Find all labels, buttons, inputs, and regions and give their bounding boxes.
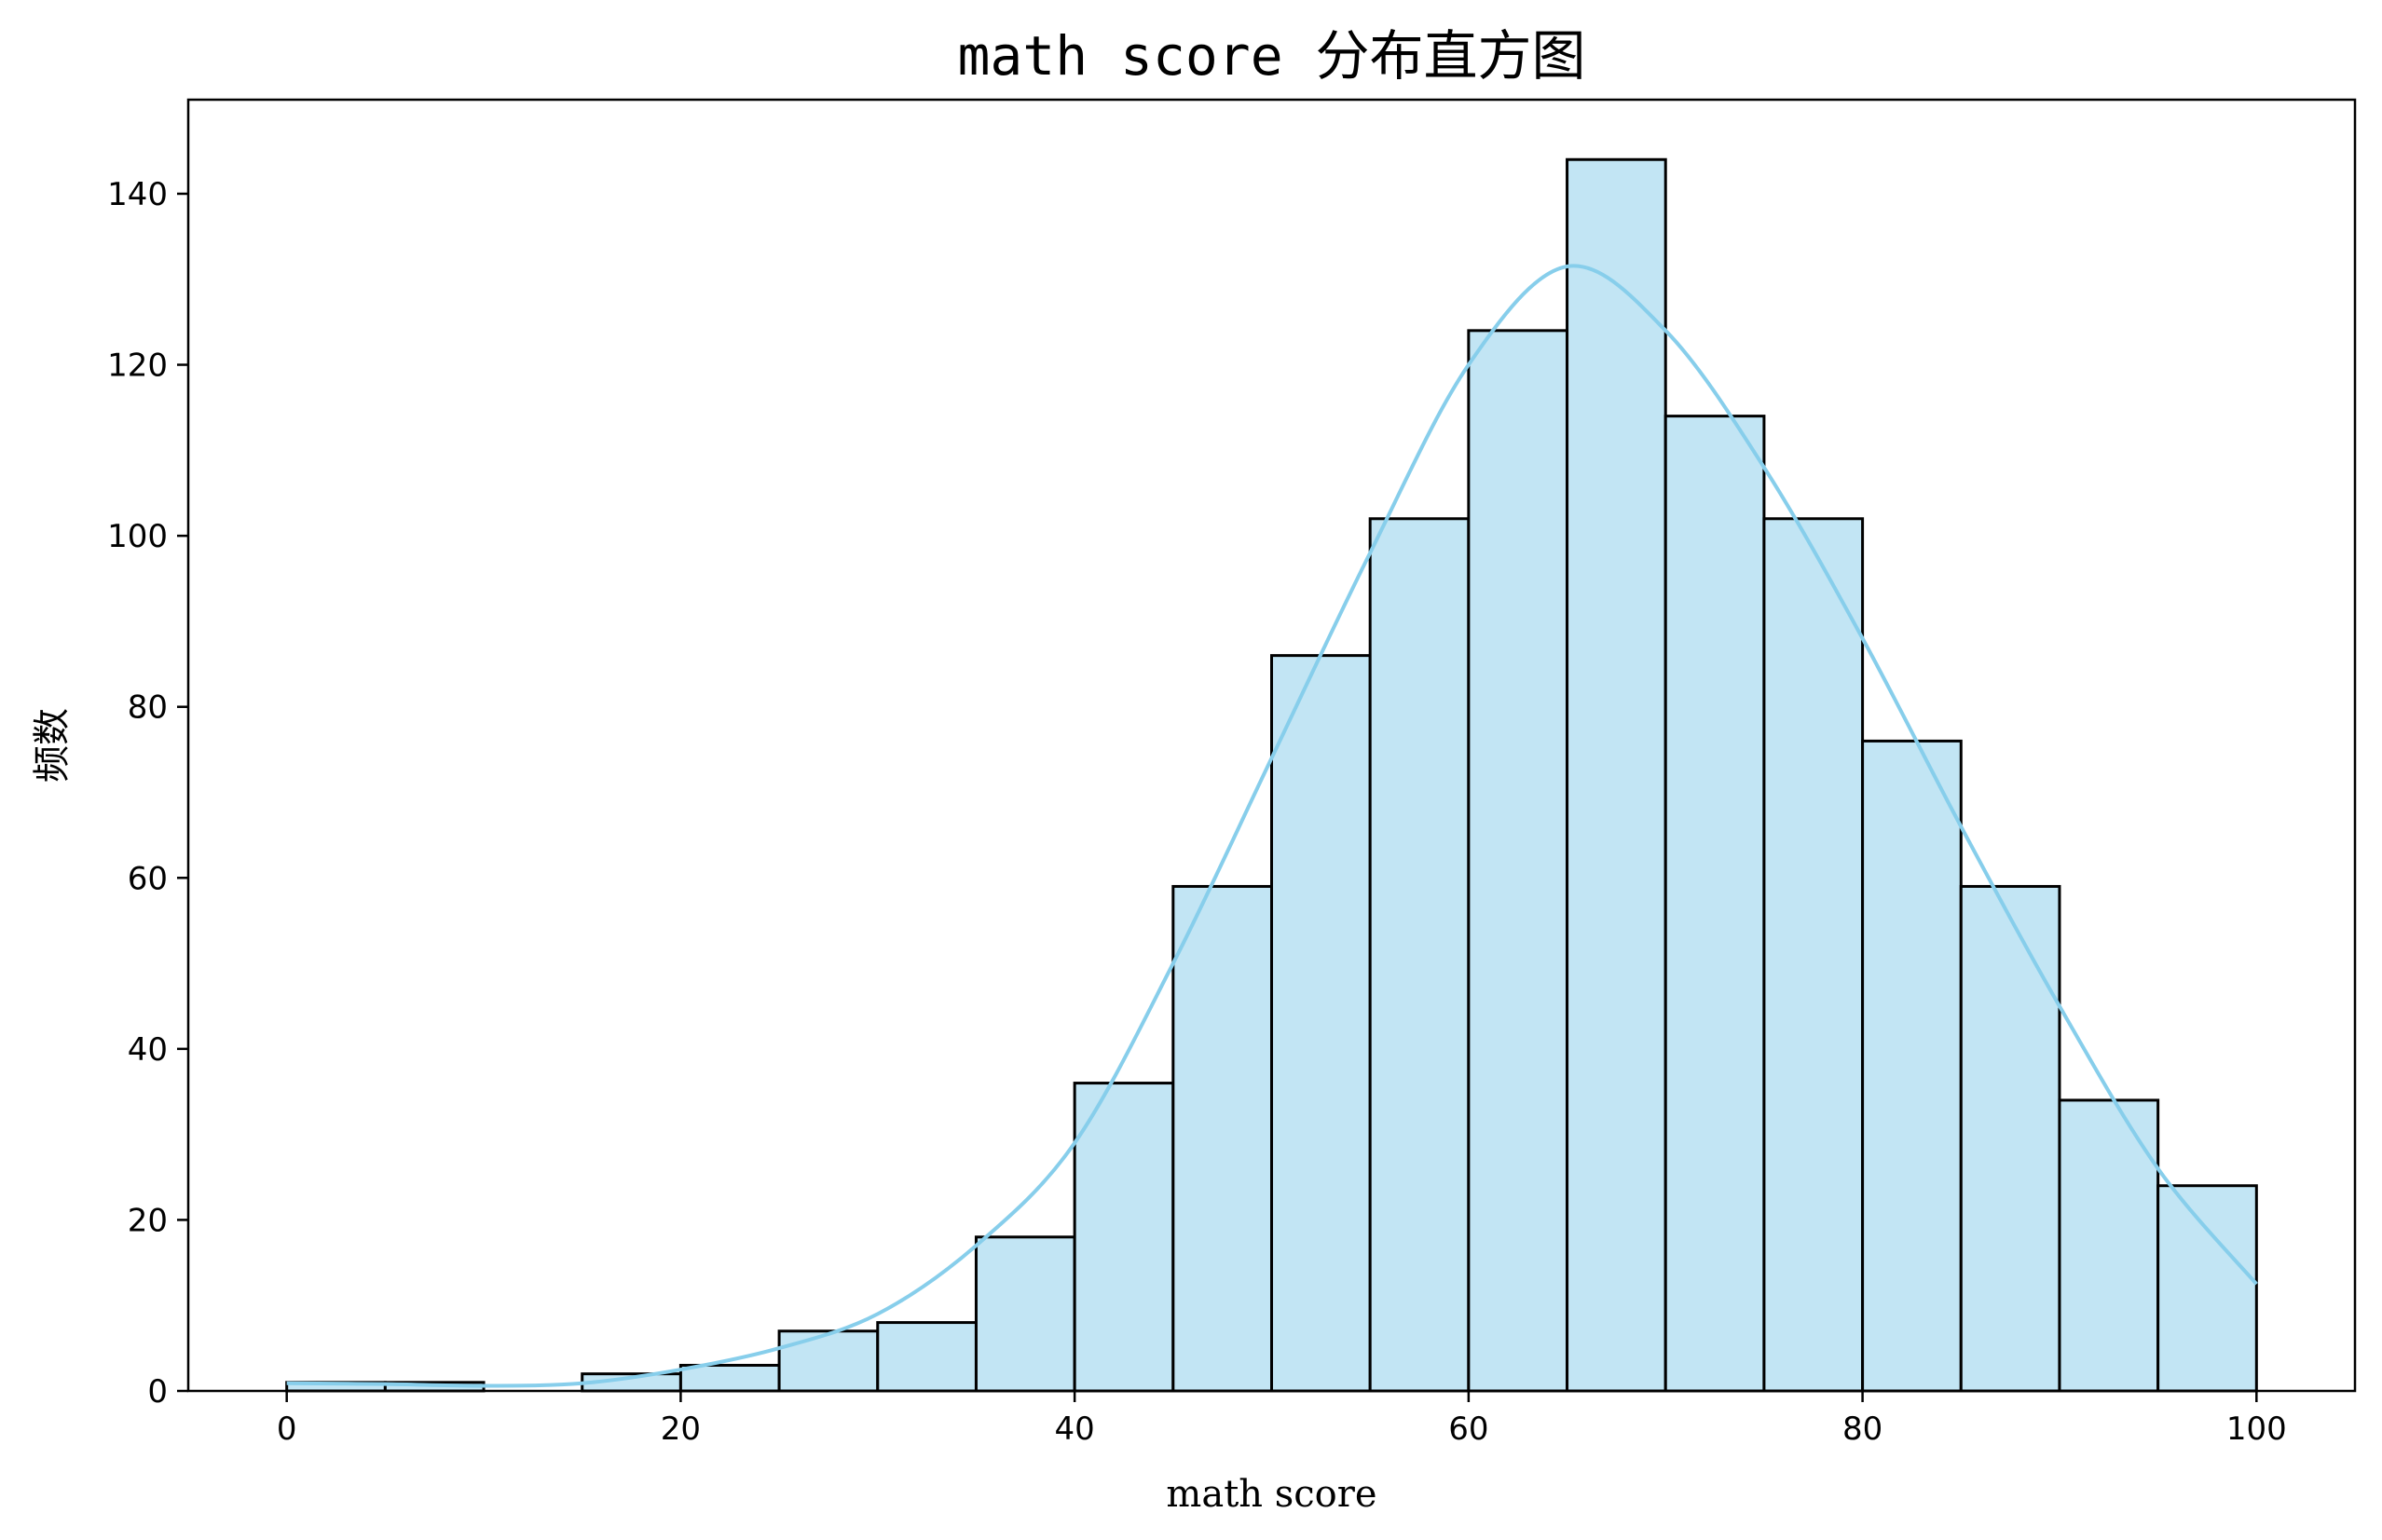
y-tick-label: 40	[128, 1031, 168, 1069]
histogram-bar-14	[1663, 415, 1766, 1393]
y-axis: 0 20 40 60 80 100 120 140	[107, 176, 188, 1411]
x-axis-label: math score	[1166, 1473, 1376, 1516]
histogram-bar-4	[678, 1363, 781, 1393]
x-tick-label: 100	[2226, 1411, 2287, 1448]
x-tick-label: 80	[1842, 1411, 1882, 1448]
histogram-bar-18	[2058, 1098, 2160, 1393]
histogram-bar-13	[1566, 157, 1667, 1393]
histogram-bar-5	[777, 1329, 880, 1393]
histogram-bar-16	[1861, 739, 1963, 1393]
bars-layer	[285, 157, 2258, 1393]
kde-line	[286, 264, 2258, 1388]
y-tick-label: 60	[128, 860, 168, 897]
y-tick-label: 0	[147, 1373, 168, 1411]
histogram-bar-6	[876, 1321, 978, 1393]
y-tick-label: 20	[128, 1202, 168, 1239]
histogram-bar-19	[2156, 1184, 2258, 1393]
plot-frame	[186, 98, 2357, 1393]
histogram-bar-17	[1959, 884, 2061, 1393]
x-tick-label: 40	[1055, 1411, 1095, 1448]
histogram-bar-7	[974, 1235, 1076, 1393]
histogram-bar-10	[1270, 654, 1372, 1393]
y-tick-label: 100	[107, 518, 168, 555]
histogram-bar-8	[1073, 1082, 1175, 1393]
y-tick-label: 120	[107, 348, 168, 385]
histogram-bar-11	[1368, 517, 1471, 1393]
histogram-bar-15	[1762, 517, 1865, 1393]
y-tick-label: 80	[128, 689, 168, 727]
chart-title: math score 分布直方图	[957, 24, 1585, 88]
histogram-bar-12	[1467, 329, 1569, 1393]
x-tick-label: 0	[277, 1411, 297, 1448]
x-axis: 0 20 40 60 80 100	[277, 1391, 2287, 1448]
y-axis-label: 频数	[31, 708, 74, 783]
histogram-bar-9	[1171, 884, 1274, 1393]
x-tick-label: 20	[661, 1411, 701, 1448]
y-tick-label: 140	[107, 176, 168, 213]
kde-layer	[286, 264, 2258, 1388]
x-tick-label: 60	[1448, 1411, 1488, 1448]
